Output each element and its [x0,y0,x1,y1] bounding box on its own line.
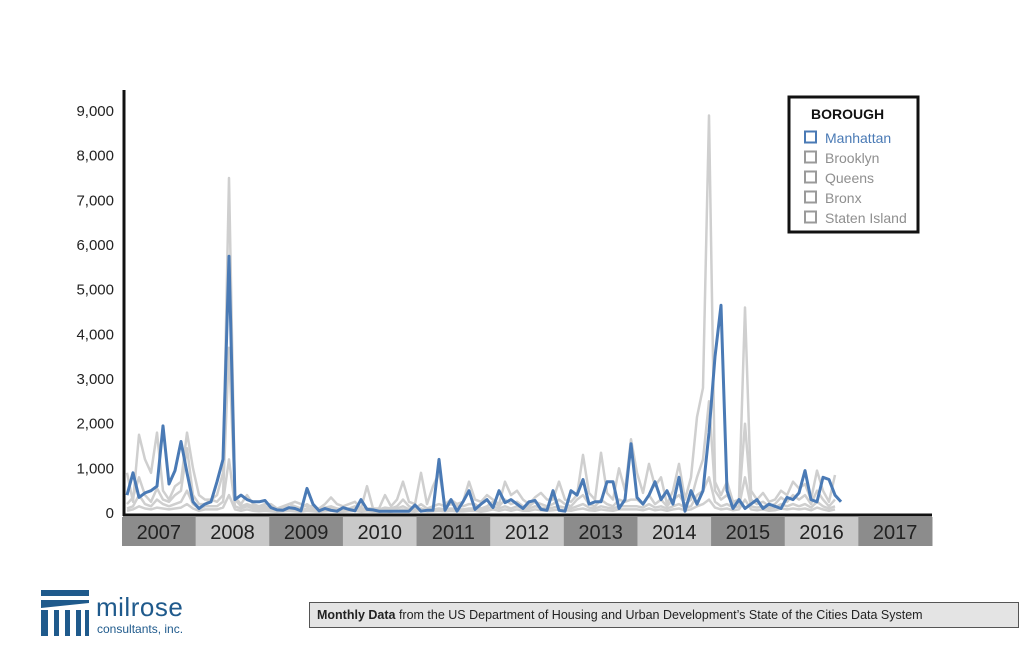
year-band: 2007 2008 2009 2010 2011 2012 2013 2014 2015 2016… [122,517,933,546]
legend-checkbox-icon[interactable] [804,150,817,164]
source-note-bold: Monthly Data [317,608,396,622]
year-label: 2007 [137,522,182,544]
year-band-cell [342,517,418,546]
year-band-cell [784,517,859,546]
year-label: 2010 [357,522,402,544]
y-tick-label: 5,000 [76,282,114,299]
year-band-cell [490,517,565,546]
legend-title: BOROUGH [811,106,884,122]
series-line-bronx [126,458,836,512]
legend-item-staten-island[interactable]: Staten Island [825,210,907,226]
series-line-queens [126,346,836,511]
series-line-staten-island [126,493,836,513]
year-label: 2009 [284,522,329,544]
legend-checkbox-icon[interactable] [804,130,817,144]
legend-item-queens[interactable]: Queens [825,170,874,186]
y-tick-label: 8,000 [76,148,114,165]
legend: BOROUGH Manhattan Brooklyn Queens Bronx Stat… [787,95,920,234]
y-tick-label: 0 [106,505,114,522]
year-label: 2014 [652,522,697,544]
borough-line-chart: 2007 2008 2009 2010 2011 2012 2013 2014 2015 2016… [76,90,933,546]
legend-checkbox-icon[interactable] [804,170,817,184]
data-source-note: Monthly Data from the US Department of H… [309,602,1019,628]
year-band-cell [416,517,491,546]
company-subtitle: consultants, inc. [97,622,184,636]
year-label: 2008 [210,522,255,544]
year-label: 2015 [726,522,771,544]
year-label: 2017 [873,522,918,544]
year-band-cell [858,517,933,546]
legend-box [787,95,920,234]
year-band-cell [195,517,270,546]
y-tick-label: 4,000 [76,326,114,343]
year-label: 2016 [799,522,844,544]
year-band-cell [563,517,638,546]
source-note-text: from the US Department of Housing and Ur… [395,608,923,622]
year-label: 2012 [505,522,550,544]
year-band-cell [269,517,344,546]
legend-item-bronx[interactable]: Bronx [825,190,862,206]
milrose-logo-icon [41,590,89,636]
company-name: milrose [96,592,184,622]
year-label: 2011 [432,522,475,544]
y-tick-label: 9,000 [76,103,114,120]
y-axis-ticks: 0 1,000 2,000 3,000 4,000 5,000 6,000 7,000 8,00… [76,103,114,522]
y-tick-label: 6,000 [76,237,114,254]
year-band-cell [711,517,786,546]
year-band-cell [122,517,197,546]
legend-item-brooklyn[interactable]: Brooklyn [825,150,879,166]
y-tick-label: 2,000 [76,416,114,433]
series-line-manhattan [125,254,843,513]
year-label: 2013 [578,522,623,544]
legend-checkbox-icon[interactable] [804,210,817,224]
y-tick-label: 3,000 [76,371,114,388]
highlighted-series [125,254,843,513]
legend-item-manhattan[interactable]: Manhattan [825,130,891,146]
y-tick-label: 1,000 [76,460,114,477]
year-band-cell [637,517,712,546]
y-tick-label: 7,000 [76,192,114,209]
legend-checkbox-icon[interactable] [804,190,817,204]
